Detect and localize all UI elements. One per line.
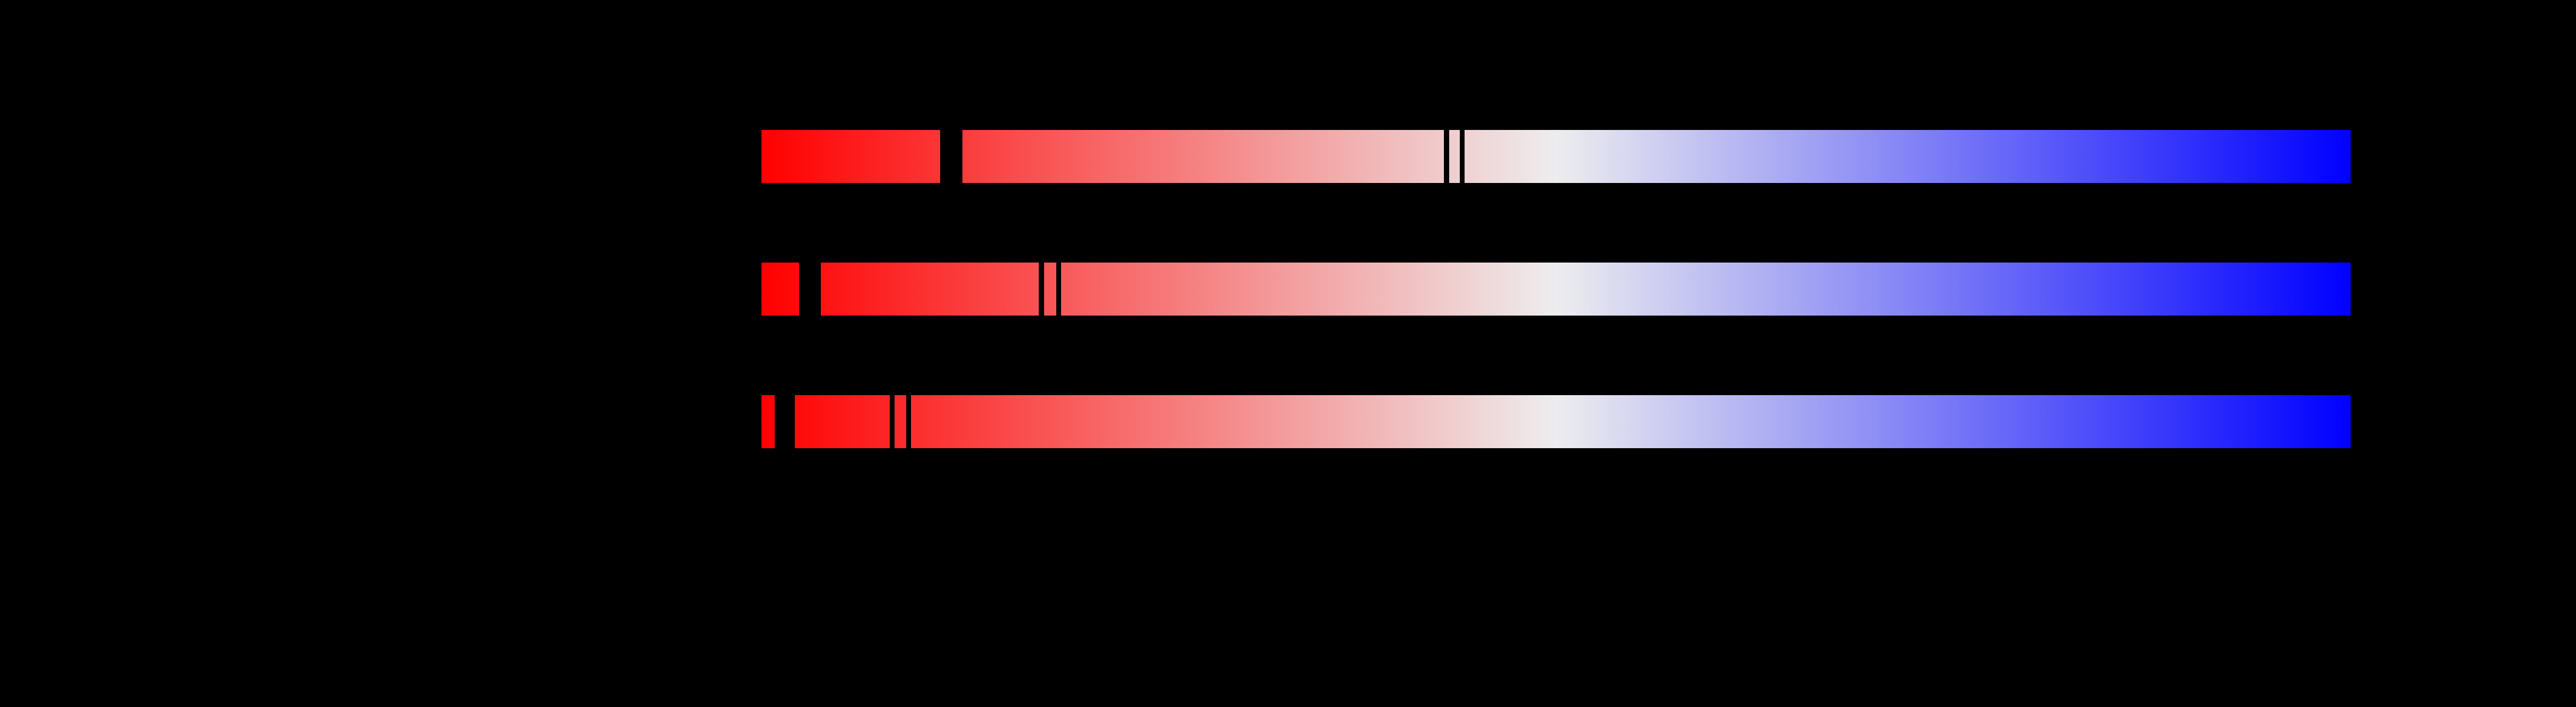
gradient-strip-2 — [761, 263, 2351, 316]
colormap-marker-thin — [1460, 130, 1465, 183]
colormap-marker-thin — [1444, 130, 1449, 183]
colormap-marker-thin — [1039, 263, 1044, 316]
colormap-marker-thin — [906, 395, 911, 448]
colormap-marker-thin — [1056, 263, 1061, 316]
colormap-marker-thick — [940, 130, 962, 183]
colormap-marker-thick — [775, 395, 795, 448]
colormap-marker-thin — [890, 395, 895, 448]
colormap-marker-thick — [799, 263, 821, 316]
gradient-strip-1 — [761, 130, 2351, 183]
gradient-strip-3 — [761, 395, 2351, 448]
